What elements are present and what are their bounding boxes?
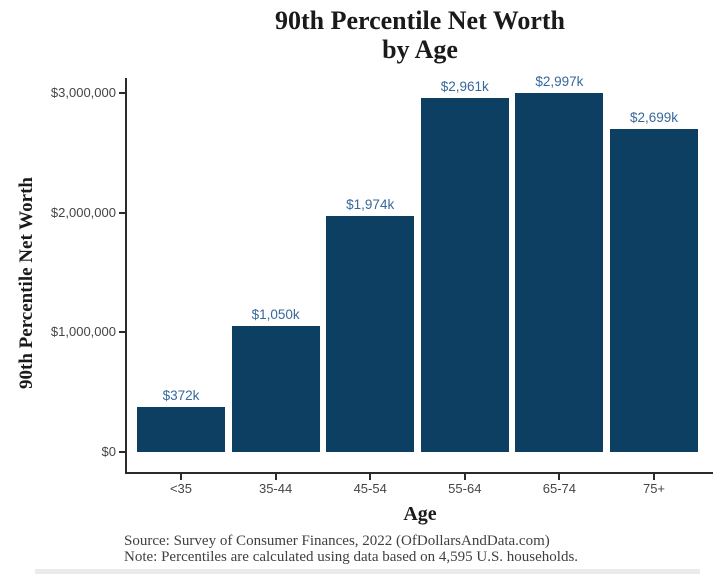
x-tick-label: 35-44: [258, 481, 293, 496]
x-tick-mark: [558, 474, 561, 480]
x-tick-label: 55-64: [448, 481, 482, 496]
x-tick-label: 75+: [642, 481, 666, 496]
bar-value-label: $372k: [162, 388, 200, 404]
chart-title-line1: 90th Percentile Net Worth: [274, 6, 566, 35]
bar: [610, 129, 698, 452]
bar: [231, 326, 320, 452]
chart-title-line2: by Age: [382, 35, 458, 64]
bar-value-label: $1,974k: [346, 196, 395, 212]
x-tick-mark: [463, 474, 466, 480]
y-tick-mark: [119, 331, 125, 334]
y-tick-mark: [119, 91, 125, 94]
y-tick-label: $3,000,000: [50, 84, 116, 100]
bar-value-label: $2,997k: [535, 74, 584, 90]
x-tick-mark: [653, 474, 655, 480]
x-axis-title: Age: [403, 503, 437, 525]
chart-title: 90th Percentile Net Worth by Age: [127, 6, 713, 64]
x-tick-mark: [274, 474, 277, 480]
x-tick-mark: [180, 474, 182, 480]
chart-footer: Source: Survey of Consumer Finances, 202…: [124, 533, 578, 565]
x-axis-line: [125, 472, 713, 474]
bar: [326, 215, 415, 452]
y-tick-label: $0: [101, 444, 116, 459]
bar: [515, 93, 604, 452]
x-tick-mark: [369, 474, 372, 480]
y-tick-mark: [119, 451, 125, 453]
bar: [137, 407, 225, 452]
footer-note: Note: Percentiles are calculated using d…: [124, 549, 579, 565]
x-tick-label: <35: [169, 481, 193, 496]
footer-source: Source: Survey of Consumer Finances, 202…: [124, 533, 550, 549]
bar-value-label: $2,699k: [629, 110, 679, 125]
y-axis-line: [125, 78, 127, 474]
x-tick-label: 45-54: [353, 481, 387, 496]
x-tick-label: 65-74: [542, 481, 577, 496]
bottom-divider: [35, 569, 700, 574]
bar-value-label: $1,050k: [251, 307, 300, 323]
bar-value-label: $2,961k: [440, 78, 489, 94]
y-tick-label: $1,000,000: [50, 324, 116, 340]
bar: [420, 97, 509, 452]
y-tick-mark: [119, 211, 125, 214]
y-tick-label: $2,000,000: [50, 204, 116, 220]
